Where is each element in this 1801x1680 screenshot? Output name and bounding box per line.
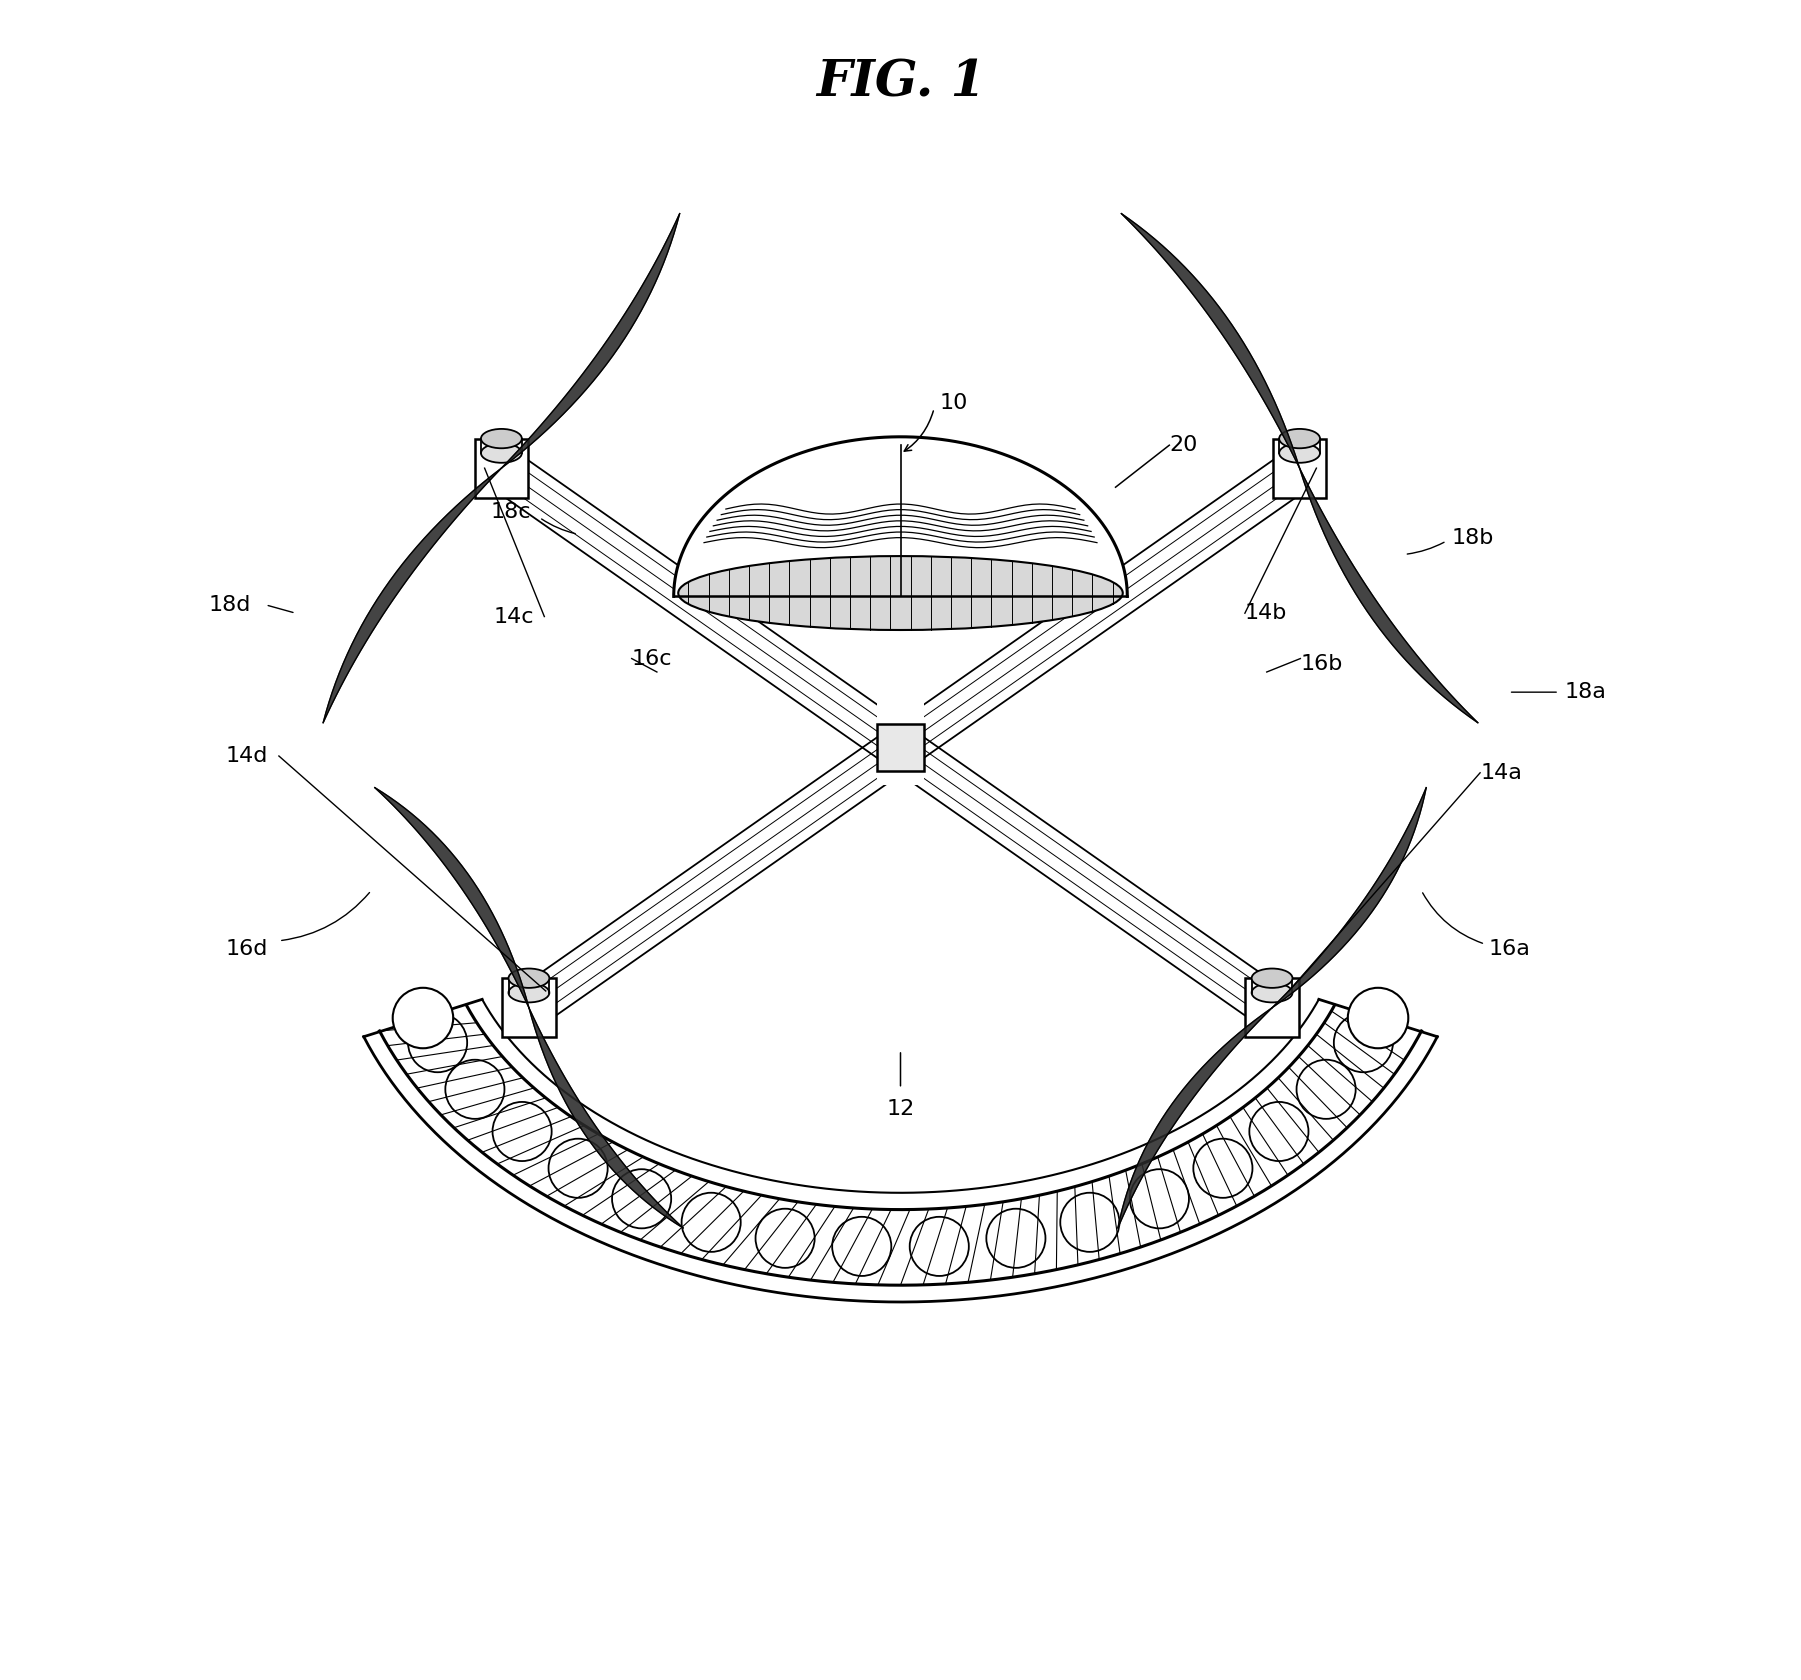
Polygon shape	[888, 449, 1313, 766]
FancyBboxPatch shape	[877, 724, 924, 771]
Ellipse shape	[481, 428, 522, 449]
Polygon shape	[674, 437, 1127, 596]
FancyBboxPatch shape	[1273, 438, 1327, 497]
Text: 16d: 16d	[225, 939, 268, 959]
Text: FIG. 1: FIG. 1	[816, 59, 985, 108]
Ellipse shape	[508, 969, 549, 988]
Text: 18a: 18a	[1563, 682, 1606, 702]
Polygon shape	[1300, 469, 1479, 722]
Polygon shape	[515, 729, 913, 1026]
Text: 18c: 18c	[490, 502, 531, 522]
Ellipse shape	[508, 983, 549, 1003]
Polygon shape	[1118, 1008, 1272, 1228]
Polygon shape	[322, 469, 501, 722]
Ellipse shape	[1279, 428, 1320, 449]
FancyBboxPatch shape	[474, 438, 528, 497]
Text: 10: 10	[938, 393, 967, 413]
Bar	[877, 633, 924, 785]
Text: 14b: 14b	[1244, 603, 1288, 623]
Text: 14a: 14a	[1480, 763, 1522, 783]
Polygon shape	[501, 213, 679, 469]
Polygon shape	[375, 788, 529, 1008]
Polygon shape	[888, 729, 1286, 1026]
Text: 14c: 14c	[493, 606, 535, 627]
Text: 16a: 16a	[1488, 939, 1531, 959]
Text: 18b: 18b	[1452, 528, 1493, 548]
Polygon shape	[488, 449, 913, 766]
Text: 20: 20	[1169, 435, 1198, 455]
Text: 16b: 16b	[1300, 654, 1344, 674]
Ellipse shape	[679, 556, 1122, 630]
Ellipse shape	[481, 444, 522, 462]
Text: 14d: 14d	[225, 746, 268, 766]
Ellipse shape	[1279, 444, 1320, 462]
Ellipse shape	[1252, 969, 1293, 988]
FancyBboxPatch shape	[502, 978, 557, 1037]
Circle shape	[1347, 988, 1408, 1048]
Polygon shape	[1272, 788, 1426, 1008]
Polygon shape	[1122, 213, 1300, 469]
Circle shape	[393, 988, 454, 1048]
FancyBboxPatch shape	[1244, 978, 1299, 1037]
Ellipse shape	[1252, 983, 1293, 1003]
Text: 12: 12	[886, 1099, 915, 1119]
Polygon shape	[529, 1008, 683, 1228]
Polygon shape	[380, 1005, 1421, 1285]
Text: 16c: 16c	[632, 648, 672, 669]
Text: 18d: 18d	[209, 595, 250, 615]
